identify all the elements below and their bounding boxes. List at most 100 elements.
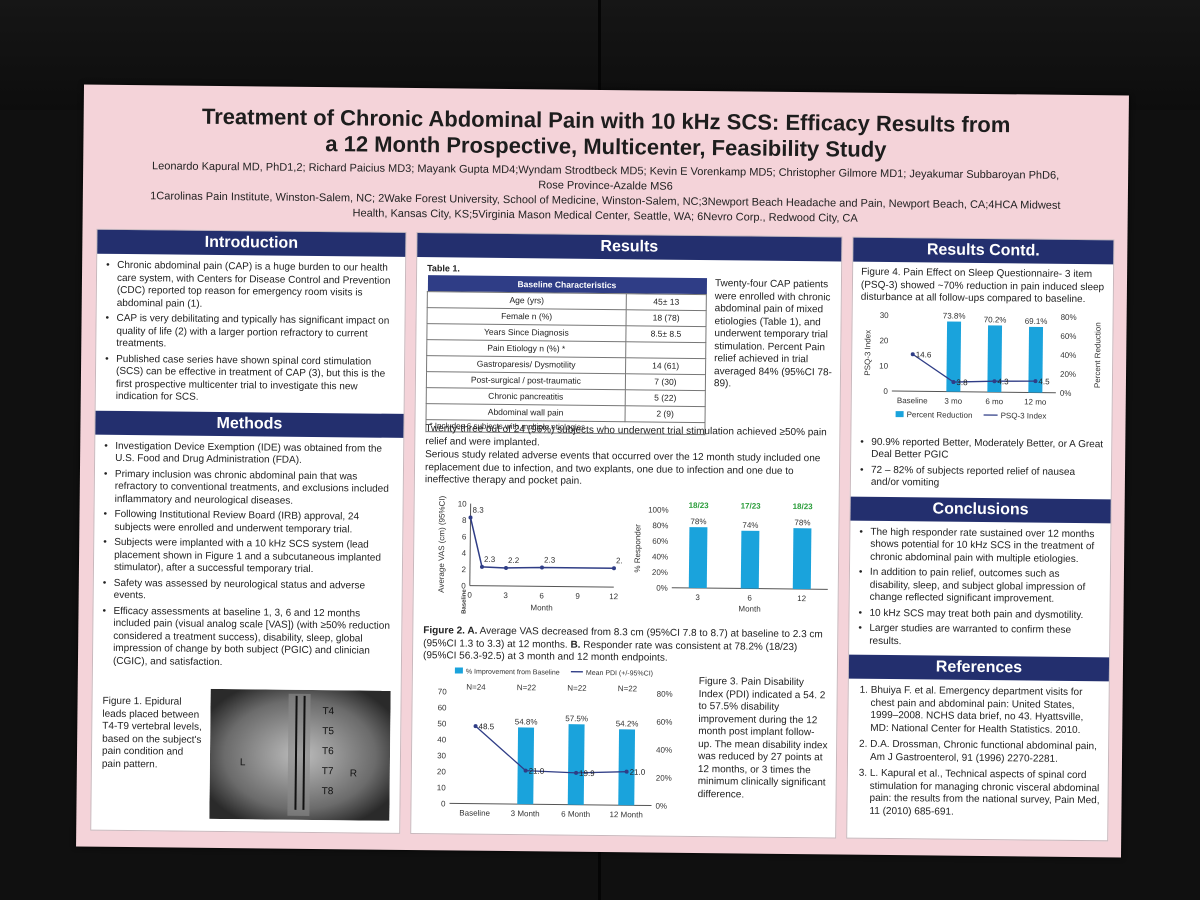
x-axis [449, 802, 652, 807]
list-item: Chronic abdominal pain (CAP) is a huge b… [103, 260, 398, 313]
right-y-tick-label: 0% [1060, 388, 1072, 397]
vas-point-label: 8.3 [473, 506, 485, 515]
results-contd-list: 90.9% reported Better, Moderately Better… [851, 430, 1112, 499]
responder-count-label: 17/23 [741, 501, 762, 510]
poster-title: Treatment of Chronic Abdominal Pain with… [83, 103, 1128, 166]
list-item: 72 – 82% of subjects reported relief of … [857, 464, 1103, 492]
y-tick-label: 40% [652, 552, 668, 561]
results-paragraph-1: Twenty-three out of 24 (96%) subjects wh… [425, 423, 827, 448]
figure2b-chart: 0% 20% 40% 60% 80% 100% % Responder 78% 18/23 3 74… [633, 501, 828, 614]
improvement-bar [517, 727, 535, 805]
methods-header: Methods [95, 410, 404, 438]
table-cell-value [625, 341, 706, 359]
vas-point [503, 565, 508, 570]
improvement-bar [987, 324, 1003, 392]
improvement-bar [946, 320, 962, 392]
list-item: Safety was assessed by neurological stat… [100, 577, 394, 605]
mean-point [951, 379, 956, 384]
mean-point [523, 768, 528, 773]
table-cell-value: 7 (30) [625, 373, 706, 391]
n-label: N=22 [567, 684, 587, 693]
list-item: Investigation Device Exemption (IDE) was… [101, 440, 395, 468]
figure2a-chart: 0 2 4 6 8 10 0 3 6 9 12 Month Average VAS (cm) (95%C… [437, 495, 623, 614]
list-item: Larger studies are warranted to confirm … [855, 623, 1101, 651]
left-axis-label: PSQ-3 Index [863, 329, 872, 375]
x-tick-label: 3 [503, 591, 508, 600]
responder-count-label: 18/23 [689, 501, 710, 510]
figure2-caption: Figure 2. A. Average VAS decreased from … [423, 625, 829, 667]
list-item: Following Institutional Review Board (IR… [100, 509, 394, 537]
x-tick-label: 0 [467, 591, 472, 600]
mean-point-label: 3.8 [956, 378, 968, 387]
list-item: Primary inclusion was chronic abdominal … [101, 468, 395, 509]
x-tick-label: Baseline [897, 396, 928, 405]
xray-label-r: R [350, 768, 357, 779]
results-contd-header: Results Contd. [853, 237, 1114, 265]
y-tick-label: 10 [458, 499, 468, 508]
list-item: The high responder rate sustained over 1… [856, 526, 1102, 566]
y-tick-label: 2 [461, 565, 466, 574]
y-axis-label: % Responder [633, 524, 643, 573]
right-axis-label: Percent Reduction [1093, 322, 1103, 388]
list-item: Subjects were implanted with a 10 kHz SC… [100, 537, 394, 578]
right-y-tick-label: 0% [655, 802, 667, 811]
x-tick-label: 3 Month [511, 809, 540, 818]
x-tick-label: 12 [797, 594, 807, 603]
left-y-tick-label: 10 [879, 361, 889, 370]
right-y-tick-label: 40% [1060, 350, 1076, 359]
middle-column: Results Table 1. Baseline Characteristic… [410, 232, 843, 839]
x-axis [469, 585, 614, 588]
figure4-caption: Figure 4. Pain Effect on Sleep Questionn… [860, 266, 1105, 306]
x-tick-label: 9 [575, 592, 580, 601]
x-tick-label: Baseline [459, 809, 490, 818]
responder-bar [740, 530, 760, 589]
mean-point-label: 48.5 [479, 722, 495, 731]
y-tick-label: 8 [462, 516, 467, 525]
legend-bar-label: % Improvement from Baseline [466, 669, 560, 677]
bar-value-label: 74% [742, 521, 758, 530]
list-item: Bhuiya F. et al. Emergency department vi… [870, 685, 1101, 737]
conclusions-header: Conclusions [850, 496, 1111, 523]
vas-point-label: 2.2 [508, 556, 520, 565]
y-tick-label: 0 [461, 582, 466, 591]
vas-point [468, 515, 473, 520]
left-y-tick-label: 30 [880, 310, 890, 319]
table-cell-value: 2 (9) [625, 405, 706, 423]
table-cell-value: 45± 13 [626, 293, 707, 311]
list-item: Published case series have shown spinal … [102, 353, 397, 406]
mean-line [912, 353, 1036, 383]
mean-point [910, 351, 915, 356]
left-y-tick-label: 0 [441, 799, 446, 808]
left-y-tick-label: 70 [438, 687, 448, 696]
right-y-tick-label: 80% [1061, 312, 1077, 321]
right-y-tick-label: 80% [657, 690, 673, 699]
mean-point-label: 21.0 [630, 768, 646, 777]
authors-block: Leonardo Kapural MD, PhD1,2; Richard Pai… [143, 159, 1069, 229]
references-list: Bhuiya F. et al. Emergency department vi… [847, 679, 1109, 829]
bar-value-label: 70.2% [984, 315, 1007, 324]
x-axis-label: Month [738, 604, 760, 613]
legend-line-label: Mean PDI (+/-95%CI) [586, 670, 653, 678]
conclusions-list: The high responder rate sustained over 1… [849, 520, 1110, 657]
n-label: N=22 [517, 683, 537, 692]
vas-point [611, 566, 616, 571]
mean-point [992, 378, 997, 383]
improvement-bar [567, 724, 585, 805]
right-y-tick-label: 60% [656, 718, 672, 727]
list-item: Efficacy assessments at baseline 1, 3, 6… [99, 605, 394, 671]
left-y-tick-label: 10 [437, 783, 447, 792]
references-header: References [848, 654, 1110, 682]
improvement-bar [618, 729, 636, 806]
vas-point-label: 2.3 [616, 556, 623, 565]
list-item: D.A. Drossman, Chronic functional abdomi… [870, 739, 1100, 766]
bar-value-label: 54.8% [515, 717, 538, 726]
vas-point-label: 2.3 [484, 555, 496, 564]
mean-point [574, 770, 579, 775]
xray-image: T4 T5 T6 T7 T8 L R [209, 688, 391, 821]
vas-point [539, 565, 544, 570]
xray-label-t4: T4 [322, 706, 334, 717]
x-tick-label: 6 [747, 594, 752, 603]
figure1: Figure 1. Epidural leads placed between … [101, 688, 392, 821]
bar-value-label: 54.2% [616, 719, 639, 728]
mean-point [473, 724, 478, 729]
